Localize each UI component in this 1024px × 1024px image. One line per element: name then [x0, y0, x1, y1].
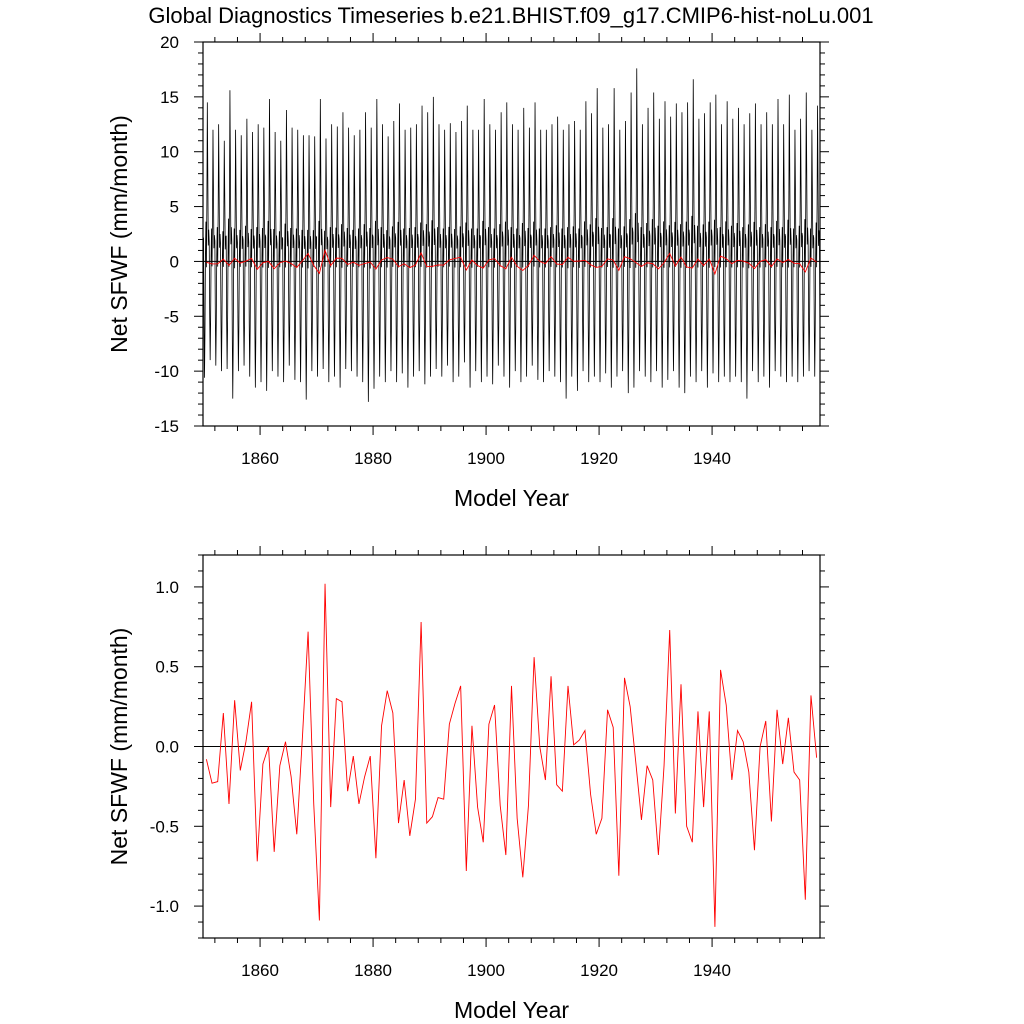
- x-tick-label: 1900: [467, 961, 505, 980]
- x-axis-label: Model Year: [454, 997, 569, 1023]
- y-axis-label: Net SFWF (mm/month): [106, 115, 132, 353]
- annual-mean-series-line: [206, 248, 817, 276]
- y-tick-label: 20: [160, 33, 179, 52]
- y-tick-label: 5: [170, 198, 179, 217]
- y-tick-label: 0: [170, 252, 179, 271]
- x-tick-label: 1880: [354, 961, 392, 980]
- y-tick-label: -0.5: [150, 817, 179, 836]
- y-tick-label: 0.0: [155, 738, 179, 757]
- x-tick-label: 1940: [693, 449, 731, 468]
- y-tick-label: -5: [164, 307, 179, 326]
- y-tick-label: 15: [160, 88, 179, 107]
- y-tick-label: -15: [154, 417, 179, 436]
- x-tick-label: 1920: [580, 961, 618, 980]
- x-tick-label: 1900: [467, 449, 505, 468]
- figure-title: Global Diagnostics Timeseries b.e21.BHIS…: [148, 3, 873, 28]
- x-tick-label: 1920: [580, 449, 618, 468]
- x-tick-label: 1860: [241, 449, 279, 468]
- bottom-panel: 1860 1880 1900 1920 1940 -1.0 -0.5 0.0 0.5 1.0 Mod…: [106, 546, 829, 1023]
- x-tick-label: 1880: [354, 449, 392, 468]
- top-panel: 1860 1880 1900 1920 1940 -15 -10 -5 0 5 10 15 20 Mode…: [106, 33, 829, 511]
- x-axis-label: Model Year: [454, 485, 569, 511]
- y-tick-label: 10: [160, 143, 179, 162]
- y-tick-label: -1.0: [150, 897, 179, 916]
- y-axis-label: Net SFWF (mm/month): [106, 628, 132, 866]
- x-tick-label: 1860: [241, 961, 279, 980]
- y-tick-label: 0.5: [155, 658, 179, 677]
- y-tick-label: -10: [154, 362, 179, 381]
- monthly-series-line: [203, 68, 820, 402]
- x-tick-label: 1940: [693, 961, 731, 980]
- y-tick-label: 1.0: [155, 578, 179, 597]
- annual-mean-series-line: [205, 583, 818, 927]
- plot-frame: [202, 41, 821, 427]
